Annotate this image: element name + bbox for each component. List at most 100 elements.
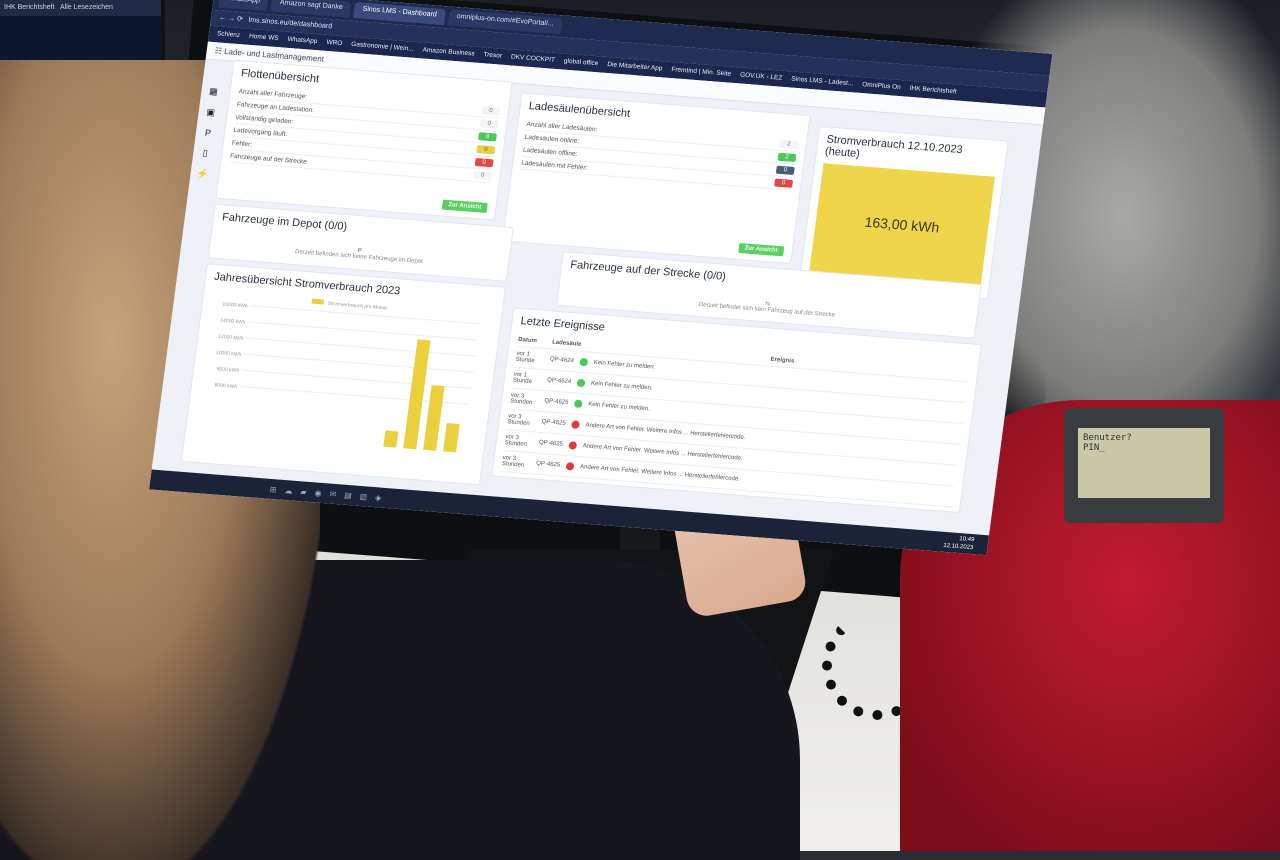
events-card: Letzte Ereignisse Datum Ladesäule Ereign…	[491, 307, 982, 514]
tab[interactable]: WhatsApp	[218, 0, 269, 12]
bar-chart: 16000 kWh 14000 kWh 12000 kWh 10000 kWh 8000…	[214, 298, 481, 453]
y-tick-label: 14000 kWh	[220, 318, 246, 326]
bookmark[interactable]: Die Mitarbeiter App	[606, 61, 663, 73]
gridline	[246, 337, 476, 357]
gridline	[250, 305, 481, 325]
error-icon	[568, 441, 578, 450]
teams-icon[interactable]: ◈	[374, 492, 383, 503]
stat-badge: 2	[777, 152, 797, 163]
weather-icon[interactable]: ☁	[284, 485, 294, 496]
phone-line: Benutzer?	[1083, 433, 1132, 443]
outlook-icon[interactable]: ✉	[329, 489, 337, 499]
bar[interactable]	[443, 423, 460, 453]
parking-icon[interactable]: P	[204, 127, 212, 139]
event-charger: QP-4625	[538, 439, 564, 448]
bookmark[interactable]: Alle Lesezeichen	[60, 4, 113, 11]
phone-display: Benutzer? PIN_	[1078, 428, 1210, 498]
stat-label: Ladesäulen mit Fehler:	[520, 159, 588, 172]
event-charger: QP-4624	[549, 356, 575, 365]
stat-label: Ladesäulen online:	[524, 133, 580, 145]
chart-card: Jahresübersicht Stromverbrauch 2023 1600…	[180, 263, 507, 486]
event-charger: QP-4624	[546, 377, 572, 386]
column-header: Datum	[517, 336, 538, 344]
y-tick-label: 10000 kWh	[216, 350, 242, 358]
y-tick-label: 6000 kWh	[214, 382, 237, 390]
monitor-screen: WhatsApp Amazon sagt Danke Sinos LMS - D…	[148, 0, 1053, 556]
stat-label: Vollständig geladen:	[234, 113, 294, 126]
stat-label: Fahrzeuge auf der Strecke	[229, 152, 308, 166]
stat-badge: 0	[774, 178, 794, 188]
chrome-icon[interactable]: ◉	[314, 487, 323, 498]
legend-label: Stromverbrauch pro Monat	[327, 301, 388, 312]
stat-label: Ladevorgang läuft:	[233, 126, 288, 138]
event-date: vor 3 Stunden	[504, 434, 528, 448]
event-charger: QP-4625	[541, 418, 566, 427]
desk-phone: Benutzer? PIN_	[1064, 408, 1224, 523]
bookmark[interactable]: WRO	[325, 38, 343, 48]
event-charger: QP-4625	[543, 398, 569, 406]
bookmark[interactable]: Tresor	[483, 51, 503, 60]
bookmark[interactable]: Sinos LMS - Ladest...	[790, 75, 854, 88]
fleet-view-button[interactable]: Zur Ansicht	[441, 199, 488, 213]
stat-badge: 0	[481, 106, 501, 116]
event-date: vor 3 Stunden	[501, 455, 525, 469]
stat-badge: 0	[775, 165, 795, 175]
legend-swatch	[311, 298, 325, 305]
taskbar-clock[interactable]: 10:49 12.10.2023	[943, 534, 975, 552]
stat-label: Fehler:	[231, 139, 253, 148]
bus-icon[interactable]: ▣	[205, 106, 216, 118]
fleet-card: Flottenübersicht Anzahl aller Fahrzeuge:…	[215, 59, 513, 221]
excel-icon[interactable]: ▤	[343, 490, 353, 500]
check-icon	[579, 357, 589, 367]
url-text: lms.sinos.eu/de/dashboard	[248, 16, 333, 31]
bar[interactable]	[383, 430, 399, 448]
stat-badge: 0	[474, 157, 494, 168]
dashboard-icon[interactable]: ▦	[208, 85, 219, 97]
check-icon	[573, 399, 583, 409]
gridline	[244, 353, 474, 373]
bookmark[interactable]: Fremtind | Min. Seite	[670, 66, 732, 78]
lightning-icon[interactable]: ⚡	[196, 168, 209, 180]
stat-badge: 0	[479, 119, 499, 129]
error-icon	[565, 462, 575, 471]
start-icon[interactable]: ⊞	[269, 484, 278, 494]
word-icon[interactable]: ▥	[359, 491, 368, 501]
y-tick-label: 16000 kWh	[222, 302, 248, 310]
folder-icon[interactable]: ▰	[299, 486, 308, 497]
event-date: vor 3 Stunden	[509, 392, 533, 407]
bookmark[interactable]: GOV.UK - LEZ	[739, 71, 783, 82]
bookmark[interactable]: WhatsApp	[287, 35, 318, 46]
y-tick-label: 8000 kWh	[216, 366, 239, 374]
y-tick-label: 12000 kWh	[218, 334, 244, 342]
bookmark[interactable]: Home WS	[248, 32, 280, 43]
stat-badge: 2	[779, 139, 799, 150]
event-charger: QP-4625	[535, 460, 561, 469]
error-icon	[571, 420, 581, 429]
event-date: vor 3 Stunden	[506, 413, 531, 428]
bookmark[interactable]: OmniPlus On	[861, 81, 902, 92]
stat-label: Ladesäulen offline:	[522, 146, 578, 158]
event-date: vor 1 Stunde	[512, 371, 533, 386]
bar[interactable]	[423, 385, 445, 451]
stat-badge: 0	[472, 170, 492, 181]
bookmark[interactable]: IHK Berichtsheft	[909, 84, 957, 96]
chargers-view-button[interactable]: Zur Ansicht	[738, 242, 785, 257]
bookmark[interactable]: DKV COCKPIT	[510, 53, 556, 64]
phone-cord	[822, 610, 932, 720]
bar[interactable]	[403, 339, 431, 450]
bookmark[interactable]: Amazon Business	[422, 46, 475, 58]
charger-icon[interactable]: ▯	[202, 147, 209, 158]
check-icon	[576, 378, 586, 388]
stat-badge: 0	[478, 132, 498, 142]
stat-badge: 0	[476, 145, 496, 155]
bookmark[interactable]: Gastronomie | Wein...	[350, 40, 415, 53]
bookmark[interactable]: Schlenz	[216, 30, 241, 40]
column-header: Ladesäule	[551, 339, 582, 348]
event-date: vor 1 Stunde	[515, 350, 535, 365]
phone-line: PIN_	[1083, 443, 1105, 453]
bookmark[interactable]: global office	[563, 57, 599, 68]
power-today-value: 163,00 kWh	[809, 163, 995, 286]
bookmark[interactable]: IHK Berichtsheft	[4, 4, 55, 11]
gridline	[248, 321, 478, 341]
chargers-card: Ladesäulenübersicht Anzahl aller Ladesäu…	[501, 92, 811, 265]
